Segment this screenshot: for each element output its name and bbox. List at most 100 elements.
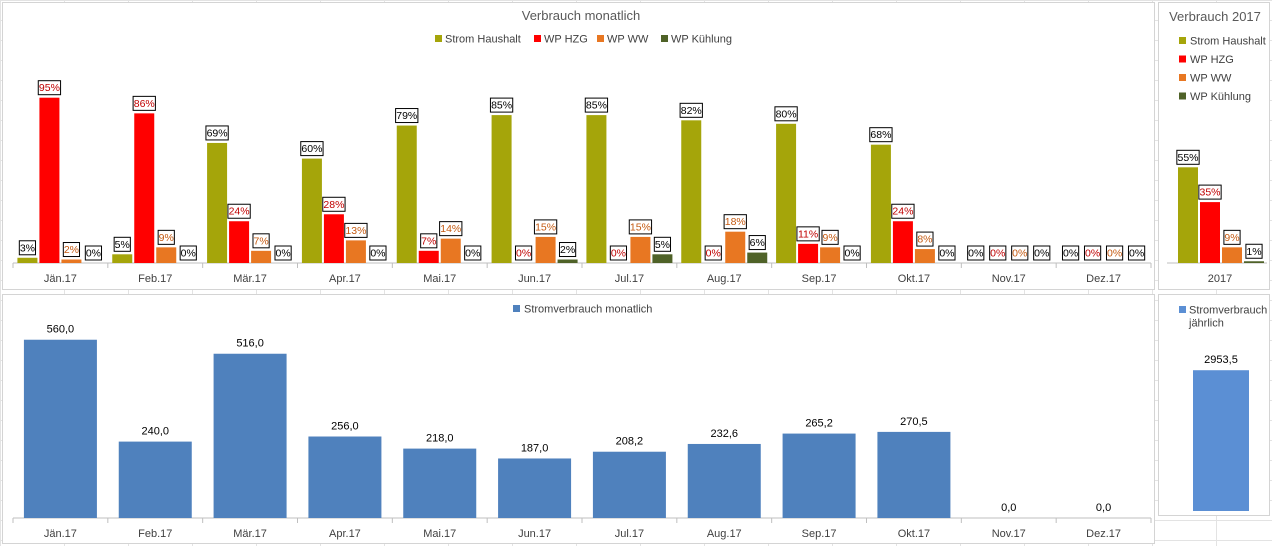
x-tick-label-6: Jul.17: [615, 528, 644, 540]
data-label-3-0-box: [84, 245, 103, 261]
data-label-2-6-box: [628, 219, 653, 235]
data-label-2-0-box: [62, 242, 81, 258]
data-label-1-10-box: [989, 245, 1007, 261]
data-label-1-11: 0%: [1085, 248, 1100, 260]
data-label-0-9: 68%: [870, 129, 891, 141]
data-label-2: 516,0: [236, 338, 264, 350]
data-label-0-10-box: [967, 245, 985, 261]
data-label-1-0: 35%: [1199, 187, 1220, 199]
bar-2-5: [535, 236, 556, 263]
x-tick-label-11: Dez.17: [1086, 273, 1121, 285]
data-label-0-6-box: [584, 97, 609, 113]
x-tick-label-2: Mär.17: [233, 273, 267, 285]
data-label-3-10: 0%: [1034, 248, 1049, 260]
x-tick-label-2: Mär.17: [233, 528, 267, 540]
chart-title: Verbrauch monatlich: [522, 8, 641, 23]
legend-swatch-3: [661, 35, 668, 42]
data-label-3-8: 0%: [844, 248, 859, 260]
data-label-2-0: 2%: [64, 244, 79, 256]
data-label-2-3-box: [344, 222, 368, 238]
data-label-6: 208,2: [616, 436, 644, 448]
data-label-8: 265,2: [805, 418, 833, 430]
legend-label-0: Strom Haushalt: [445, 34, 521, 46]
data-label-3-3-box: [369, 245, 387, 261]
data-label-2-11-box: [1105, 245, 1124, 261]
data-label-1-8: 11%: [798, 228, 818, 240]
data-label-2-8-box: [821, 229, 839, 245]
data-label-0-7-box: [679, 102, 703, 118]
data-label-3-2-box: [274, 245, 292, 261]
data-label-1-10: 0%: [990, 248, 1005, 260]
data-label-3-0: 0%: [86, 248, 101, 260]
data-label-1-0-box: [37, 80, 62, 96]
legend-swatch-2: [1179, 74, 1186, 81]
x-tick-label-11: Dez.17: [1086, 528, 1121, 540]
data-label-0-1-box: [113, 236, 131, 252]
x-tick-label-8: Sep.17: [802, 528, 837, 540]
x-tick-label-10: Nov.17: [992, 528, 1026, 540]
data-label-1-5: 0%: [516, 248, 531, 260]
data-label-2-7-box: [723, 214, 747, 230]
legend-label-2: WP WW: [607, 34, 649, 46]
legend-label-1: WP HZG: [1190, 54, 1234, 66]
legend-swatch-0: [513, 305, 520, 312]
bar-0-0: [1178, 167, 1198, 263]
data-label-3-4: 0%: [465, 248, 480, 260]
bar-0-6: [586, 115, 607, 263]
data-label-3-9-box: [938, 245, 956, 261]
data-label-3-4-box: [464, 245, 482, 261]
bar-2-4: [440, 238, 461, 263]
data-label-1-9: 24%: [892, 206, 913, 218]
data-label-0-0: 3%: [20, 242, 35, 254]
x-tick-label-1: Feb.17: [138, 528, 172, 540]
bar-0-2: [207, 142, 228, 263]
bar-8: [782, 433, 856, 518]
data-label-1-1: 86%: [134, 98, 155, 110]
data-label-1-7-box: [704, 245, 722, 261]
x-tick-label-10: Nov.17: [992, 273, 1026, 285]
data-label-2-9: 8%: [917, 234, 932, 246]
data-label-5: 187,0: [521, 442, 549, 454]
data-label-0: 560,0: [47, 324, 75, 336]
x-tick-label-7: Aug.17: [707, 273, 742, 285]
bar-1-4: [418, 250, 439, 263]
year-kwh-chart: Stromverbrauch jährlich 2953,5: [1158, 294, 1270, 516]
data-label-0-11-box: [1061, 245, 1080, 261]
chart-title: Verbrauch 2017: [1169, 9, 1261, 24]
data-label-0: 2953,5: [1204, 354, 1238, 366]
data-label-3-10-box: [1033, 245, 1051, 261]
data-label-1-3: 28%: [323, 199, 344, 211]
bar-3-6: [652, 254, 673, 263]
legend-label-2: WP WW: [1190, 73, 1232, 85]
data-label-2-7: 18%: [725, 216, 746, 228]
bar-1-0: [1200, 202, 1220, 263]
data-label-0-2: 69%: [207, 127, 228, 139]
data-label-1: 240,0: [141, 426, 169, 438]
data-label-3-1-box: [179, 245, 197, 261]
legend-swatch-0: [1179, 306, 1186, 313]
x-tick-label-8: Sep.17: [802, 273, 837, 285]
legend-label-line-1: jährlich: [1188, 318, 1224, 330]
data-label-3-3: 0%: [370, 248, 385, 260]
data-label-1-5-box: [514, 245, 533, 261]
data-label-3-1: 0%: [181, 248, 196, 260]
data-label-0-4-box: [395, 108, 419, 124]
bar-0-0: [17, 257, 38, 263]
data-label-2-10-box: [1011, 245, 1029, 261]
data-label-3-8-box: [843, 245, 861, 261]
bar-1: [118, 441, 192, 518]
data-label-0-1: 5%: [115, 239, 130, 251]
data-label-0-0: 55%: [1177, 152, 1198, 164]
data-label-1-3-box: [322, 196, 346, 212]
bar-1-8: [798, 243, 819, 263]
data-label-2-1: 9%: [159, 232, 174, 244]
data-label-0-4: 79%: [396, 110, 417, 122]
data-label-0-0-box: [18, 240, 37, 256]
data-label-2-11: 0%: [1107, 248, 1122, 260]
bar-3-7: [747, 252, 768, 263]
legend-label-1: WP HZG: [544, 34, 588, 46]
bar-1-3: [323, 214, 344, 263]
bar-2-0: [61, 259, 82, 263]
bar-0-7: [681, 120, 702, 263]
bar-5: [498, 458, 572, 518]
